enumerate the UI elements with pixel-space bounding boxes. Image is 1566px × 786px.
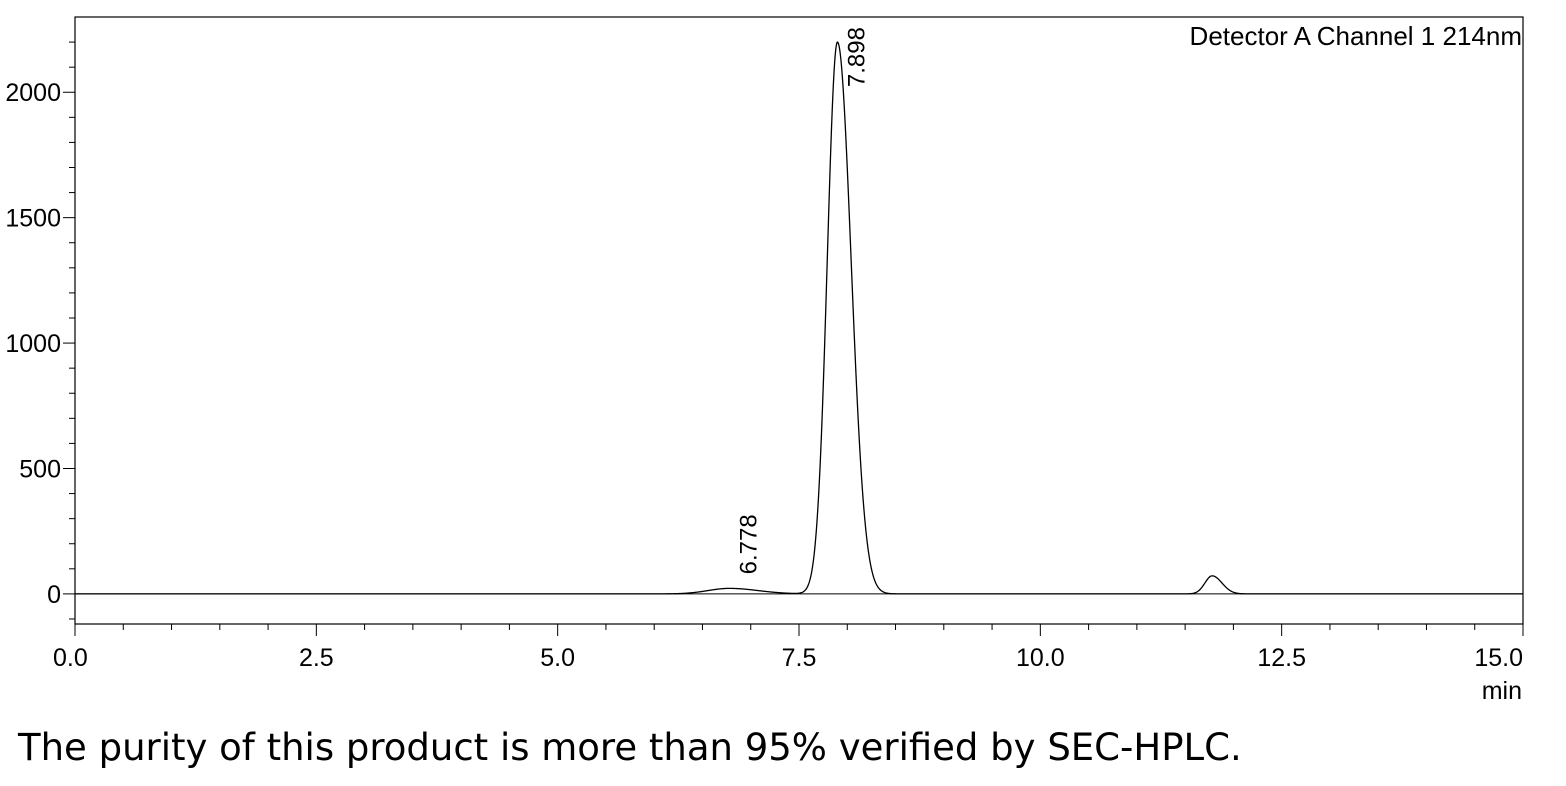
y-tick-label: 1000 bbox=[5, 330, 61, 358]
peak-retention-label: 6.778 bbox=[735, 514, 762, 574]
y-tick-label: 0 bbox=[47, 581, 61, 609]
peak-labels: 6.778 7.898 bbox=[735, 27, 870, 574]
x-tick-label: 2.5 bbox=[299, 644, 334, 672]
y-tick-label: 1500 bbox=[5, 205, 61, 233]
peak-retention-label: 7.898 bbox=[843, 27, 870, 87]
x-axis: 0.0 2.5 5.0 7.5 10.0 12.5 15.0 bbox=[53, 624, 1524, 672]
x-tick-label: 12.5 bbox=[1257, 644, 1306, 672]
x-tick-label: 10.0 bbox=[1016, 644, 1065, 672]
x-tick-label: 7.5 bbox=[782, 644, 817, 672]
x-tick-label: 0.0 bbox=[53, 644, 88, 672]
x-axis-unit-label: min bbox=[1482, 677, 1522, 705]
detector-legend: Detector A Channel 1 214nm bbox=[1190, 21, 1522, 51]
y-tick-label: 500 bbox=[19, 455, 61, 483]
x-tick-label: 5.0 bbox=[540, 644, 575, 672]
purity-caption: The purity of this product is more than … bbox=[18, 726, 1242, 769]
y-tick-label: 2000 bbox=[5, 79, 61, 107]
chromatogram-trace bbox=[75, 41, 1523, 595]
y-axis: 0 500 1000 1500 2000 bbox=[5, 41, 75, 620]
x-tick-label: 15.0 bbox=[1474, 644, 1523, 672]
plot-frame bbox=[74, 16, 1524, 625]
